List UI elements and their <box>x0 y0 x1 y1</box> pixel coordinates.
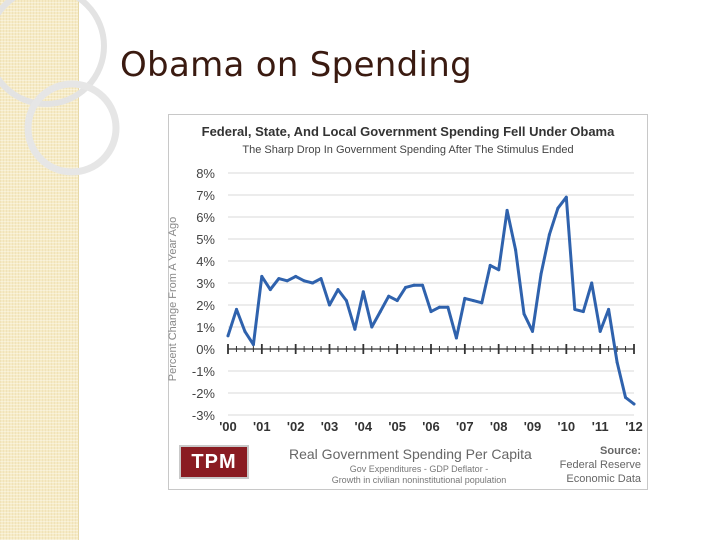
source-label: Source: <box>600 445 641 457</box>
y-tick-label: 5% <box>196 232 215 247</box>
y-tick-label: 4% <box>196 254 215 269</box>
x-tick-label: '02 <box>287 419 305 434</box>
x-tick-label: '04 <box>355 419 373 434</box>
line-chart: 8% 7% 6% 5% 4% 3% 2% 1% 0% -1% -2% -3%'00 '01 '02 '03 '… <box>192 166 643 434</box>
data-point <box>421 283 424 287</box>
data-point <box>531 329 534 333</box>
data-point <box>607 307 611 311</box>
data-point <box>268 288 272 292</box>
footer-method-line-1: Gov Expenditures - GDP Deflator - <box>349 464 489 474</box>
data-point <box>412 283 416 287</box>
x-tick-label: '12 <box>625 419 643 434</box>
data-point <box>573 307 577 311</box>
data-point <box>590 281 594 285</box>
source-line-1: Federal Reserve <box>559 459 641 471</box>
x-tick-label: '00 <box>219 419 237 434</box>
data-point <box>235 307 238 311</box>
data-point <box>319 277 323 281</box>
data-point <box>336 288 340 292</box>
y-tick-label: 2% <box>196 298 215 313</box>
data-point <box>539 272 543 276</box>
data-point <box>438 305 441 309</box>
data-point <box>361 290 365 294</box>
data-point <box>598 329 602 333</box>
data-point <box>370 325 374 329</box>
data-point <box>522 312 526 316</box>
x-tick-label: '08 <box>490 419 508 434</box>
data-point <box>624 395 627 399</box>
data-point <box>615 360 619 364</box>
data-point <box>277 277 281 281</box>
data-point <box>429 310 433 314</box>
x-tick-label: '11 <box>592 419 609 434</box>
data-point <box>497 268 501 272</box>
data-point <box>387 294 391 298</box>
data-point <box>581 310 585 314</box>
y-tick-label: 6% <box>196 210 215 225</box>
data-point <box>446 305 450 309</box>
data-point <box>564 195 568 199</box>
data-point <box>353 327 357 331</box>
chart-title: Federal, State, And Local Government Spe… <box>201 124 615 139</box>
footer-method-line-2: Growth in civilian noninstitutional popu… <box>331 475 507 485</box>
data-point <box>547 233 551 237</box>
data-point <box>344 299 348 303</box>
x-tick-label: '09 <box>524 419 542 434</box>
data-point <box>243 329 247 333</box>
data-point <box>488 263 492 267</box>
data-point <box>378 310 382 314</box>
x-tick-label: '05 <box>388 419 406 434</box>
x-tick-label: '03 <box>321 419 339 434</box>
slide-title: Obama on Spending <box>120 45 472 85</box>
y-tick-label: -2% <box>192 386 216 401</box>
data-point <box>471 299 475 303</box>
data-point <box>294 274 298 278</box>
decorative-side-strip <box>0 0 79 540</box>
decorative-rings <box>0 0 120 176</box>
y-tick-label: 7% <box>196 188 215 203</box>
series-line <box>226 195 636 406</box>
y-tick-label: -3% <box>192 408 216 423</box>
data-point <box>514 248 518 252</box>
data-point <box>226 334 230 338</box>
data-point <box>395 299 399 303</box>
data-point <box>463 296 467 300</box>
data-point <box>285 279 289 283</box>
data-point <box>311 281 315 285</box>
footer-title: Real Government Spending Per Capita <box>289 446 532 462</box>
chart-frame: Federal, State, And Local Government Spe… <box>167 114 648 490</box>
y-tick-label: -1% <box>192 364 216 379</box>
data-point <box>454 336 458 340</box>
data-point <box>556 206 560 210</box>
x-tick-label: '06 <box>422 419 440 434</box>
y-tick-label: 8% <box>196 166 215 181</box>
data-point <box>404 285 408 289</box>
data-point <box>632 402 636 406</box>
tpm-logo: TPM <box>179 445 249 479</box>
chart-subtitle: The Sharp Drop In Government Spending Af… <box>242 144 574 156</box>
data-point <box>505 208 509 212</box>
data-point <box>251 343 255 347</box>
data-point <box>480 301 484 305</box>
x-tick-label: '01 <box>253 419 271 434</box>
y-tick-label: 0% <box>196 342 215 357</box>
y-tick-label: 3% <box>196 276 215 291</box>
source-line-2: Economic Data <box>566 473 641 485</box>
y-tick-label: 1% <box>196 320 215 335</box>
data-point <box>302 279 306 283</box>
data-point <box>260 274 264 278</box>
data-point <box>328 303 331 307</box>
x-tick-label: '07 <box>456 419 474 434</box>
x-tick-label: '10 <box>558 419 576 434</box>
